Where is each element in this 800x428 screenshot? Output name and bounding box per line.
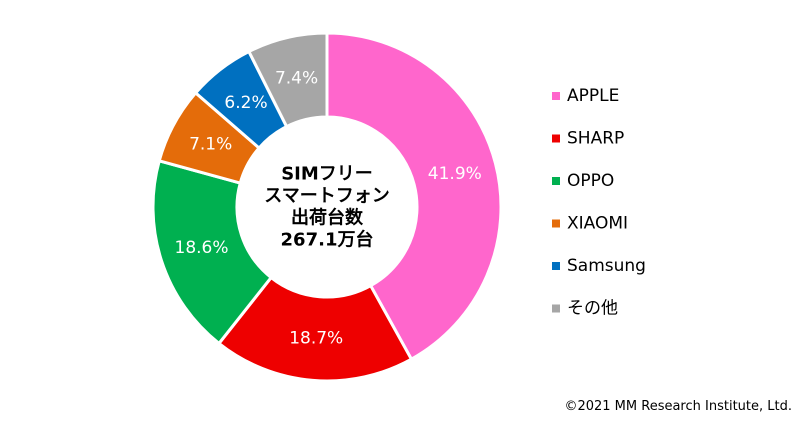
center-label-line-3: 267.1万台 — [281, 229, 374, 251]
legend-swatch-3 — [552, 219, 560, 228]
center-label-line-2: 出荷台数 — [291, 207, 364, 229]
slice-label-1: 18.7% — [289, 329, 343, 349]
slice-oppo — [151, 158, 274, 346]
legend-item-2: OPPO — [552, 171, 614, 191]
legend-item-3: XIAOMI — [552, 214, 628, 234]
legend-item-1: SHARP — [552, 129, 624, 149]
legend-swatch-5 — [552, 304, 560, 313]
slice-label-4: 6.2% — [224, 93, 267, 113]
legend-label-5: その他 — [567, 299, 618, 319]
chart-slice-labels: 41.9% 18.7% 18.6% 7.1% 6.2% 7.4% — [175, 69, 482, 349]
center-label-line-0: SIMフリー — [281, 164, 373, 185]
legend-label-1: SHARP — [567, 129, 624, 149]
slice-label-3: 7.1% — [189, 135, 232, 155]
slice-label-5: 7.4% — [275, 69, 318, 89]
slice-label-0: 41.9% — [428, 164, 482, 184]
slice-その他 — [246, 31, 329, 129]
legend-label-4: Samsung — [567, 256, 646, 276]
copyright-text: ©2021 MM Research Institute, Ltd. — [564, 399, 792, 414]
legend-swatch-1 — [552, 134, 560, 143]
slice-apple — [325, 31, 503, 362]
legend-label-3: XIAOMI — [567, 214, 628, 234]
legend-swatch-2 — [552, 177, 560, 185]
chart-slices — [151, 31, 503, 383]
slice-sharp — [216, 275, 414, 383]
legend-swatch-0 — [552, 92, 560, 100]
legend-item-0: APPLE — [552, 86, 619, 106]
legend-swatch-4 — [552, 262, 560, 270]
legend-item-4: Samsung — [552, 256, 646, 276]
chart-legend: APPLE SHARP OPPO XIAOMI Samsung その他 — [552, 86, 646, 319]
legend-label-2: OPPO — [567, 171, 614, 191]
legend-item-5: その他 — [552, 299, 618, 319]
slice-label-2: 18.6% — [175, 238, 229, 258]
center-label-line-1: スマートフォン — [264, 186, 389, 207]
legend-label-0: APPLE — [567, 86, 619, 106]
